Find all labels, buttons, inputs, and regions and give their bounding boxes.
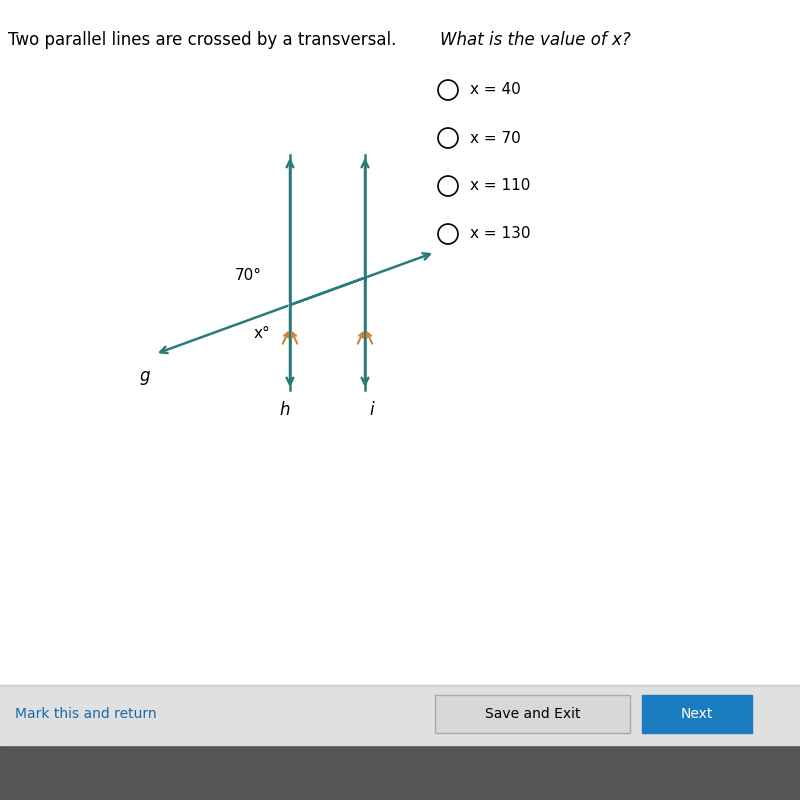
Text: Save and Exit: Save and Exit	[485, 707, 580, 721]
Bar	[0, 0, 800, 705]
Bar	[642, 695, 752, 733]
Bar	[0, 745, 800, 800]
Bar	[0, 685, 800, 745]
Circle shape	[438, 224, 458, 244]
Text: Two parallel lines are crossed by a transversal.: Two parallel lines are crossed by a tran…	[8, 31, 396, 49]
Circle shape	[438, 176, 458, 196]
Circle shape	[438, 128, 458, 148]
Text: x = 110: x = 110	[470, 178, 530, 194]
Text: 70°: 70°	[234, 267, 262, 282]
Text: x = 130: x = 130	[470, 226, 530, 242]
Text: x = 40: x = 40	[470, 82, 521, 98]
Bar	[435, 695, 630, 733]
Text: g: g	[140, 367, 150, 385]
Text: What is the value of x?: What is the value of x?	[440, 31, 630, 49]
Text: Mark this and return: Mark this and return	[15, 707, 157, 722]
Circle shape	[438, 80, 458, 100]
Text: h: h	[280, 401, 290, 419]
Text: i: i	[370, 401, 374, 419]
Text: x°: x°	[254, 326, 270, 341]
Text: x = 70: x = 70	[470, 130, 521, 146]
Text: Next: Next	[681, 707, 713, 721]
